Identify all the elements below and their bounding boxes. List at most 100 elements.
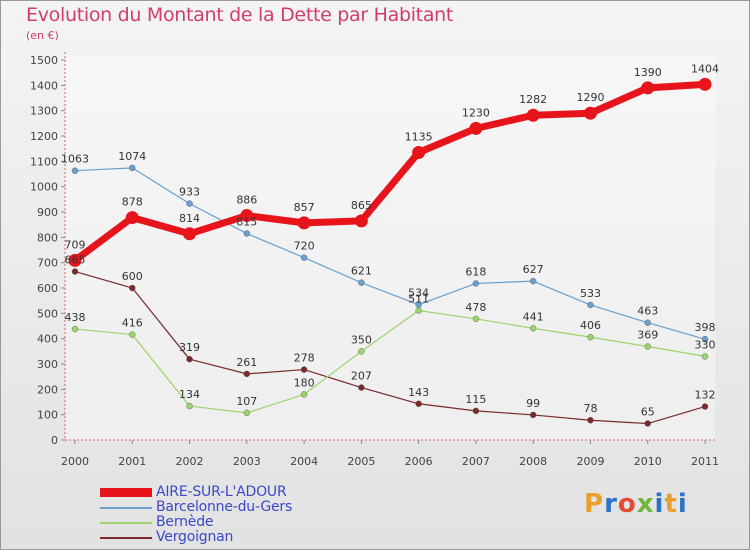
data-point	[469, 121, 483, 135]
y-tick-label: 800	[37, 231, 58, 244]
legend-item: Vergoignan	[100, 530, 292, 545]
legend-label: AIRE-SUR-L'ADOUR	[156, 484, 287, 500]
data-point	[183, 227, 197, 241]
data-point	[583, 106, 597, 120]
data-label: 463	[637, 305, 658, 318]
data-point	[701, 403, 709, 410]
logo-letter: i	[654, 489, 665, 519]
proxiti-logo: Proxiti	[584, 489, 688, 519]
data-point	[71, 268, 79, 275]
data-label: 878	[122, 196, 143, 209]
y-tick-label: 0	[51, 434, 58, 447]
data-label: 143	[408, 386, 429, 399]
data-point	[300, 366, 308, 373]
chart-title: Evolution du Montant de la Dette par Hab…	[26, 4, 454, 26]
data-label: 115	[465, 393, 486, 406]
data-point	[129, 164, 136, 172]
data-label: 665	[65, 254, 86, 267]
data-label: 441	[523, 310, 544, 323]
series-line	[74, 309, 706, 414]
y-tick-label: 1300	[30, 105, 58, 118]
legend-swatch	[100, 536, 152, 539]
legend-item: AIRE-SUR-L'ADOUR	[100, 485, 292, 500]
data-point	[300, 254, 308, 261]
data-point	[354, 214, 368, 228]
data-label: 815	[236, 216, 257, 229]
data-point	[186, 355, 193, 363]
data-point	[129, 284, 136, 292]
x-tick-label: 2008	[519, 455, 547, 468]
data-point	[698, 77, 712, 91]
y-tick-label: 900	[37, 206, 58, 219]
data-label: 416	[122, 317, 143, 330]
data-point	[644, 420, 651, 427]
x-tick-label: 2005	[347, 455, 375, 468]
x-tick-label: 2001	[118, 455, 146, 468]
x-tick-label: 2003	[233, 455, 261, 468]
data-label: 134	[179, 388, 200, 401]
data-point	[587, 417, 594, 424]
legend-swatch	[100, 506, 152, 509]
data-label: 65	[641, 406, 655, 419]
y-tick-label: 100	[37, 409, 58, 422]
series-line	[74, 167, 706, 340]
data-label: 709	[65, 238, 86, 251]
data-label: 1063	[61, 153, 89, 166]
data-label: 1074	[118, 150, 146, 163]
x-tick-label: 2011	[691, 455, 719, 468]
y-tick-label: 500	[37, 307, 58, 320]
x-tick-label: 2004	[290, 455, 318, 468]
data-label: 438	[65, 311, 86, 324]
data-label: 207	[351, 370, 372, 383]
y-tick-label: 1100	[30, 155, 58, 168]
y-tick-label: 600	[37, 282, 58, 295]
data-point	[526, 108, 540, 122]
data-point	[641, 81, 655, 95]
data-label: 933	[179, 186, 200, 199]
plot-area	[65, 55, 715, 440]
data-point	[701, 353, 709, 360]
data-label: 865	[351, 199, 372, 212]
logo-letter: P	[584, 489, 605, 519]
data-point	[186, 402, 193, 410]
y-tick-label: 700	[37, 257, 58, 270]
data-point	[358, 384, 365, 391]
data-label: 1230	[462, 106, 490, 119]
data-point	[243, 230, 251, 237]
data-point	[415, 301, 422, 308]
data-point	[472, 315, 480, 323]
data-label: 627	[523, 263, 544, 276]
legend-label: Barcelonne-du-Gers	[156, 499, 293, 515]
logo-letter: r	[604, 489, 618, 519]
data-point	[587, 333, 594, 341]
x-tick-label: 2007	[462, 455, 490, 468]
data-label: 621	[351, 265, 372, 278]
logo-letter: x	[636, 489, 655, 519]
data-label: 107	[236, 395, 257, 408]
data-point	[240, 209, 254, 223]
y-tick-label: 1400	[30, 79, 58, 92]
data-label: 814	[179, 212, 200, 225]
data-label: 398	[695, 321, 716, 334]
data-label: 132	[695, 389, 716, 402]
data-point	[300, 391, 308, 398]
data-label: 278	[294, 352, 315, 365]
legend-swatch	[100, 488, 152, 497]
series-line	[71, 80, 709, 264]
chart-subtitle: (en €)	[26, 29, 59, 42]
data-label: 533	[580, 287, 601, 300]
x-tick-label: 2010	[634, 455, 662, 468]
legend-item: Bernède	[100, 515, 292, 530]
data-label: 1390	[634, 66, 662, 79]
data-label: 180	[294, 376, 315, 389]
data-point	[129, 331, 136, 338]
data-label: 1404	[691, 62, 719, 75]
data-point	[472, 407, 480, 415]
x-tick-label: 2000	[61, 455, 89, 468]
data-label: 1290	[576, 91, 604, 104]
data-point	[472, 280, 480, 287]
data-point	[186, 200, 193, 207]
data-point	[412, 145, 426, 159]
